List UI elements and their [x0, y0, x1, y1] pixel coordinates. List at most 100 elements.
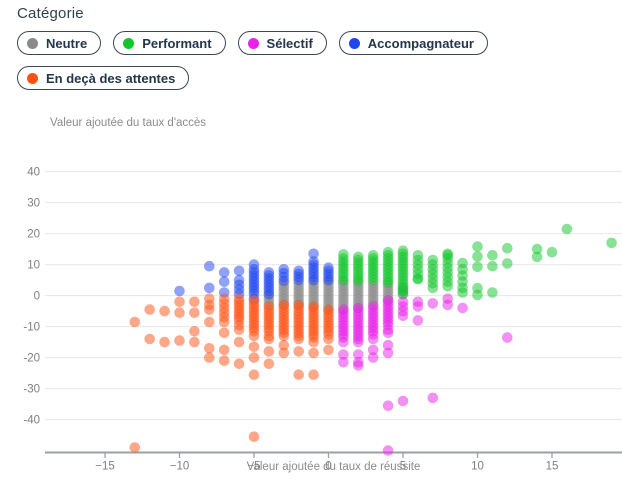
- legend-item-neutre[interactable]: Neutre: [17, 31, 102, 55]
- y-tick-label: 40: [27, 167, 40, 179]
- scatter-point: [427, 392, 439, 404]
- y-axis-title: Valeur ajoutée du taux d'accès: [50, 117, 207, 129]
- scatter-point: [487, 260, 498, 272]
- x-tick-label: 5: [400, 461, 406, 473]
- scatter-point: [323, 333, 334, 345]
- scatter-point: [308, 369, 319, 381]
- scatter-point: [218, 276, 230, 288]
- y-tick-label: 0: [34, 291, 40, 303]
- scatter-point: [278, 347, 290, 359]
- legend-item-selectif[interactable]: Sélectif: [237, 31, 327, 55]
- scatter-point: [382, 277, 394, 288]
- scatter-point: [218, 316, 230, 328]
- scatter-point: [189, 307, 200, 319]
- scatter-point: [338, 274, 349, 286]
- legend-item-performant[interactable]: Performant: [113, 31, 226, 55]
- x-tick-label: −15: [95, 461, 115, 473]
- series-en-deca-des-attentes: [129, 293, 334, 453]
- scatter-point: [189, 336, 200, 348]
- scatter-point: [502, 258, 513, 269]
- scatter-point: [278, 330, 290, 342]
- scatter-point: [412, 315, 424, 326]
- legend-item-en-deca-des-attentes[interactable]: En deçà des attentes: [17, 66, 190, 90]
- scatter-point: [233, 265, 245, 277]
- scatter-point: [367, 352, 379, 363]
- x-axis-title: Valeur ajoutée du taux de réussite: [246, 461, 421, 473]
- scatter-point: [323, 344, 334, 356]
- x-tick-label: 15: [546, 461, 559, 473]
- x-tick-label: −10: [170, 461, 190, 473]
- scatter-point: [487, 287, 498, 298]
- scatter-point: [204, 304, 215, 315]
- scatter-point: [472, 241, 483, 252]
- scatter-point: [427, 282, 439, 294]
- scatter-point: [174, 307, 185, 319]
- scatter-point: [293, 333, 305, 345]
- legend-color-dot-neutre: [27, 37, 38, 49]
- scatter-point: [382, 400, 394, 412]
- scatter-point: [233, 324, 245, 336]
- scatter-point: [248, 352, 260, 363]
- scatter-point: [353, 349, 364, 360]
- scatter-point: [218, 267, 230, 278]
- legend-item-accompagnateur[interactable]: Accompagnateur: [338, 31, 488, 55]
- scatter-point: [412, 273, 424, 285]
- scatter-point: [293, 369, 305, 381]
- scatter-point: [546, 246, 558, 258]
- scatter-point: [204, 260, 215, 272]
- legend-label: Neutre: [46, 35, 88, 51]
- scatter-point: [338, 349, 349, 360]
- legend-label: Performant: [142, 35, 212, 51]
- scatter-point: [353, 360, 364, 371]
- scatter-point: [248, 330, 260, 342]
- scatter-point: [308, 248, 319, 260]
- scatter-point: [218, 344, 230, 356]
- legend-label: Accompagnateur: [367, 35, 474, 51]
- scatter-point: [397, 395, 409, 407]
- y-tick-label: 10: [27, 260, 40, 272]
- x-tick-label: 10: [471, 461, 484, 473]
- scatter-point: [174, 335, 185, 346]
- scatter-point: [472, 289, 483, 301]
- scatter-point: [129, 442, 141, 453]
- legend-label: Sélectif: [266, 35, 313, 51]
- scatter-point: [233, 358, 245, 370]
- scatter-point: [129, 316, 141, 328]
- scatter-point: [472, 251, 483, 262]
- scatter-point: [159, 336, 170, 348]
- scatter-point: [397, 310, 409, 322]
- scatter-point: [144, 333, 155, 345]
- scatter-point: [561, 223, 573, 235]
- scatter-point: [382, 339, 394, 351]
- scatter-point: [606, 237, 617, 249]
- legend-color-dot-accompagnateur: [348, 37, 360, 49]
- scatter-point: [308, 274, 319, 286]
- scatter-point: [278, 275, 290, 287]
- scatter-point: [367, 333, 379, 345]
- scatter-point: [382, 347, 394, 359]
- scatter-point: [159, 305, 170, 317]
- scatter-point: [487, 250, 498, 261]
- scatter-point: [338, 357, 349, 368]
- scatter-point: [263, 358, 275, 370]
- scatter-point: [248, 341, 260, 353]
- scatter-point: [367, 274, 379, 286]
- legend: Neutre Performant Sélectif Accompagnateur En…: [17, 31, 607, 90]
- y-tick-label: 30: [27, 198, 40, 210]
- series-selectif: [338, 293, 513, 456]
- scatter-point: [457, 287, 468, 298]
- scatter-point: [263, 346, 275, 357]
- scatter-point: [189, 296, 200, 308]
- scatter-point: [323, 274, 334, 286]
- scatter-point: [204, 352, 215, 363]
- scatter-point: [442, 299, 454, 311]
- series-performant: [338, 223, 617, 301]
- legend-label: En deçà des attentes: [46, 70, 176, 86]
- scatter-point: [531, 243, 543, 255]
- category-heading: Catégorie: [17, 5, 84, 22]
- scatter-point: [248, 431, 260, 443]
- x-tick-label: 0: [325, 461, 331, 473]
- x-tick-label: −5: [247, 461, 260, 473]
- scatter-point: [308, 347, 319, 359]
